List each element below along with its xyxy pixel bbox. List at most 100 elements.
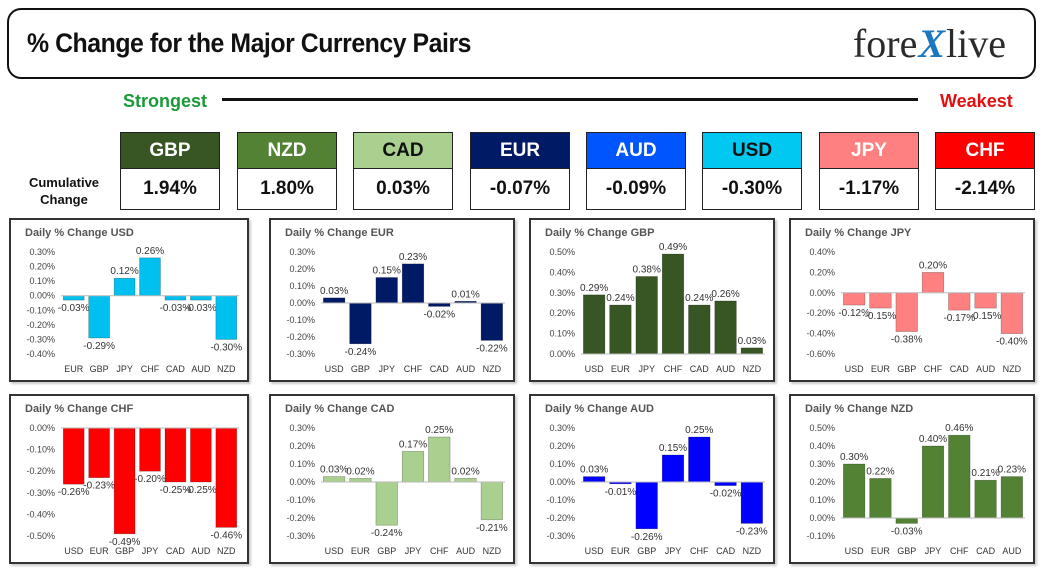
x-category-label: NZD (743, 546, 762, 556)
cumulative-change-label: Cumulative Change (28, 175, 100, 207)
y-tick-label: -0.20% (546, 513, 575, 523)
bar-nzd (1000, 292, 1023, 334)
data-label: 0.15% (373, 266, 401, 277)
currency-column-aud: AUD -0.09% (586, 132, 686, 210)
y-tick-label: 0.30% (549, 288, 575, 298)
data-label: 0.25% (425, 425, 453, 436)
bar-usd (62, 427, 85, 485)
data-label: 0.26% (136, 246, 164, 257)
x-category-label: USD (325, 546, 345, 556)
currency-column-gbp: GBP 1.94% (120, 132, 220, 210)
y-tick-label: 0.00% (29, 423, 55, 433)
x-category-label: GBP (90, 364, 109, 374)
currency-cumulative-value: -0.09% (586, 169, 686, 210)
y-tick-label: 0.20% (549, 441, 575, 451)
chart-title: Daily % Change USD (25, 227, 134, 239)
data-label: -0.01% (605, 487, 637, 498)
logo-text-left: fore (852, 21, 918, 66)
data-label: -0.25% (160, 485, 192, 496)
x-category-label: CAD (950, 364, 970, 374)
currency-column-usd: USD -0.30% (702, 132, 802, 210)
data-label: -0.46% (210, 530, 242, 541)
y-tick-label: 0.00% (809, 513, 835, 523)
data-label: -0.26% (58, 487, 90, 498)
logo-x-mark: X (918, 21, 946, 66)
bar-cad (164, 295, 187, 301)
data-label: 0.23% (399, 252, 427, 263)
bar-jpy (921, 445, 945, 519)
data-label: 0.24% (606, 293, 634, 304)
y-tick-label: 0.20% (29, 262, 55, 272)
x-category-label: EUR (871, 364, 891, 374)
data-label: -0.03% (58, 303, 90, 314)
x-category-label: CHF (924, 364, 943, 374)
strongest-label: Strongest (123, 91, 208, 111)
y-tick-label: -0.50% (26, 531, 55, 541)
y-tick-label: -0.60% (806, 349, 835, 359)
bar-jpy (661, 454, 685, 483)
x-category-label: JPY (665, 546, 682, 556)
data-label: 0.40% (919, 434, 947, 445)
chart-panel-7: Daily % Change AUD 0.30% 0.20% 0.10% 0.00% -0… (529, 394, 775, 564)
bar-usd (583, 476, 606, 483)
bar-aud (190, 295, 212, 301)
bar-chf (139, 257, 161, 297)
x-category-label: CAD (166, 546, 186, 556)
x-category-label: AUD (191, 364, 211, 374)
currency-code: GBP (120, 132, 220, 169)
bar-nzd (740, 347, 763, 355)
data-label: 0.20% (919, 260, 947, 271)
currency-cumulative-value: 1.94% (120, 169, 220, 210)
y-tick-label: -0.10% (806, 531, 835, 541)
x-category-label: JPY (378, 364, 395, 374)
currency-column-nzd: NZD 1.80% (237, 132, 337, 210)
data-label: -0.03% (891, 526, 923, 537)
x-category-label: EUR (611, 364, 631, 374)
y-tick-label: 0.10% (809, 495, 835, 505)
y-tick-label: 0.00% (549, 477, 575, 487)
y-tick-label: 0.10% (29, 276, 55, 286)
x-category-label: AUD (716, 364, 736, 374)
bar-chf (428, 436, 451, 483)
y-tick-label: -0.20% (286, 332, 315, 342)
bar-aud (454, 478, 477, 483)
x-category-label: CAD (690, 364, 710, 374)
data-label: -0.03% (160, 303, 192, 314)
data-label: -0.03% (185, 303, 217, 314)
weakest-label: Weakest (940, 91, 1013, 111)
bar-cad (688, 304, 711, 355)
data-label: 0.22% (866, 466, 894, 477)
bar-aud (714, 300, 737, 355)
x-category-label: CAD (976, 546, 996, 556)
data-label: 0.02% (451, 466, 479, 477)
bar-jpy (139, 427, 161, 472)
bar-usd (843, 463, 866, 519)
y-tick-label: -0.30% (286, 349, 315, 359)
data-label: -0.25% (185, 485, 217, 496)
y-tick-label: 0.30% (289, 247, 315, 257)
bar-chf (921, 272, 945, 294)
chart-title: Daily % Change CAD (285, 403, 394, 415)
data-label: 0.03% (320, 286, 348, 297)
data-label: 0.29% (580, 283, 608, 294)
page-title: % Change for the Major Currency Pairs (27, 28, 472, 58)
bar-chf (688, 436, 711, 483)
data-label: 0.01% (451, 289, 479, 300)
data-label: -0.20% (134, 474, 166, 485)
x-category-label: CHF (690, 546, 709, 556)
x-category-label: GBP (637, 546, 656, 556)
currency-column-chf: CHF -2.14% (935, 132, 1035, 210)
y-tick-label: -0.40% (26, 509, 55, 519)
bar-eur (62, 295, 85, 301)
y-tick-label: 0.10% (289, 281, 315, 291)
data-label: -0.15% (970, 311, 1002, 322)
data-label: 0.24% (685, 293, 713, 304)
bar-gbp (895, 292, 918, 332)
y-tick-label: -0.20% (26, 320, 55, 330)
x-category-label: CHF (430, 546, 449, 556)
logo-text-right: live (946, 21, 1006, 66)
x-category-label: USD (64, 546, 84, 556)
data-label: -0.40% (996, 337, 1028, 348)
y-tick-label: 0.10% (289, 459, 315, 469)
currency-cumulative-value: 0.03% (353, 169, 453, 210)
